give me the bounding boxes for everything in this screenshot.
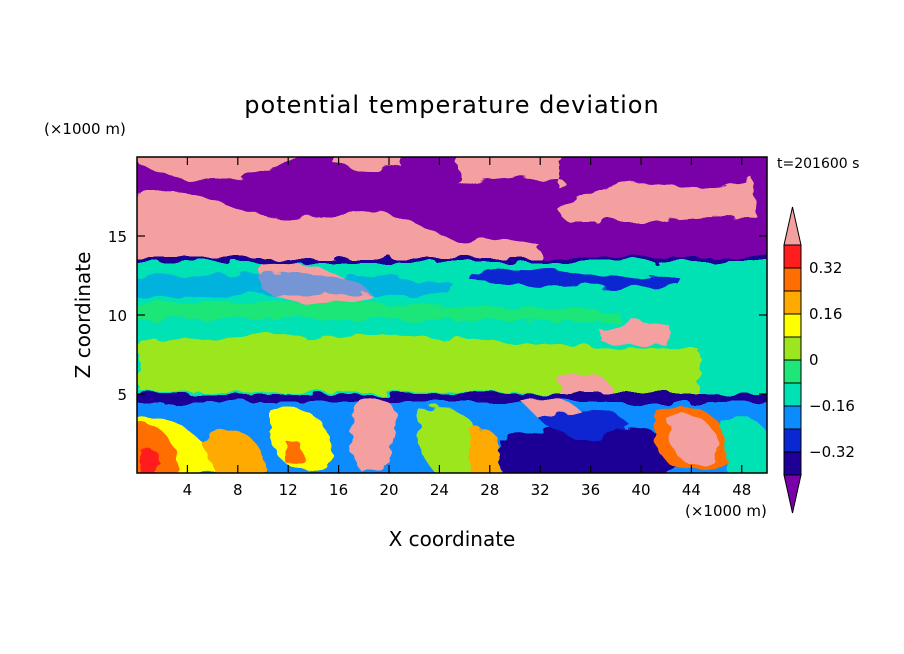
- contour-field: [137, 157, 767, 473]
- x-tick-label: 12: [279, 481, 298, 499]
- colorbar: 0.32 0.16 0 −0.16 −0.32: [783, 206, 855, 514]
- colorbar-box: [783, 290, 802, 315]
- colorbar-min-arrow: [783, 474, 802, 514]
- y-unit-label: (×1000 m): [44, 120, 126, 138]
- x-axis: 4 8 12 16 20 24 28 32 36 40 44 48: [183, 157, 751, 499]
- x-tick-label: 36: [581, 481, 600, 499]
- colorbar-box: [783, 267, 802, 292]
- chart-title: potential temperature deviation: [244, 91, 659, 119]
- colorbar-box: [783, 428, 802, 453]
- x-unit-label: (×1000 m): [685, 502, 767, 520]
- colorbar-label: 0.32: [809, 259, 842, 277]
- colorbar-label: 0: [809, 351, 819, 369]
- colorbar-box: [783, 451, 802, 476]
- colorbar-label: 0.16: [809, 305, 842, 323]
- colorbar-box: [783, 336, 802, 361]
- colorbar-box: [783, 405, 802, 430]
- x-tick-label: 28: [480, 481, 499, 499]
- colorbar-box: [783, 244, 802, 269]
- x-tick-label: 20: [379, 481, 398, 499]
- y-axis-title: Z coordinate: [71, 252, 95, 379]
- colorbar-box: [783, 359, 802, 384]
- y-tick-label: 15: [108, 228, 127, 246]
- y-tick-label: 5: [117, 386, 127, 404]
- x-tick-label: 24: [430, 481, 449, 499]
- x-tick-label: 48: [732, 481, 751, 499]
- y-tick-label: 10: [108, 307, 127, 325]
- colorbar-label: −0.16: [809, 397, 855, 415]
- x-tick-label: 8: [233, 481, 243, 499]
- colorbar-label: −0.32: [809, 443, 855, 461]
- y-axis: 5 10 15: [108, 228, 767, 404]
- x-axis-title: X coordinate: [389, 527, 516, 551]
- x-tick-label: 4: [183, 481, 193, 499]
- x-tick-label: 40: [631, 481, 650, 499]
- colorbar-max-arrow: [783, 206, 802, 246]
- colorbar-box: [783, 313, 802, 338]
- x-tick-label: 32: [531, 481, 550, 499]
- x-tick-label: 16: [329, 481, 348, 499]
- x-tick-label: 44: [682, 481, 701, 499]
- time-label: t=201600 s: [777, 156, 859, 172]
- colorbar-box: [783, 382, 802, 407]
